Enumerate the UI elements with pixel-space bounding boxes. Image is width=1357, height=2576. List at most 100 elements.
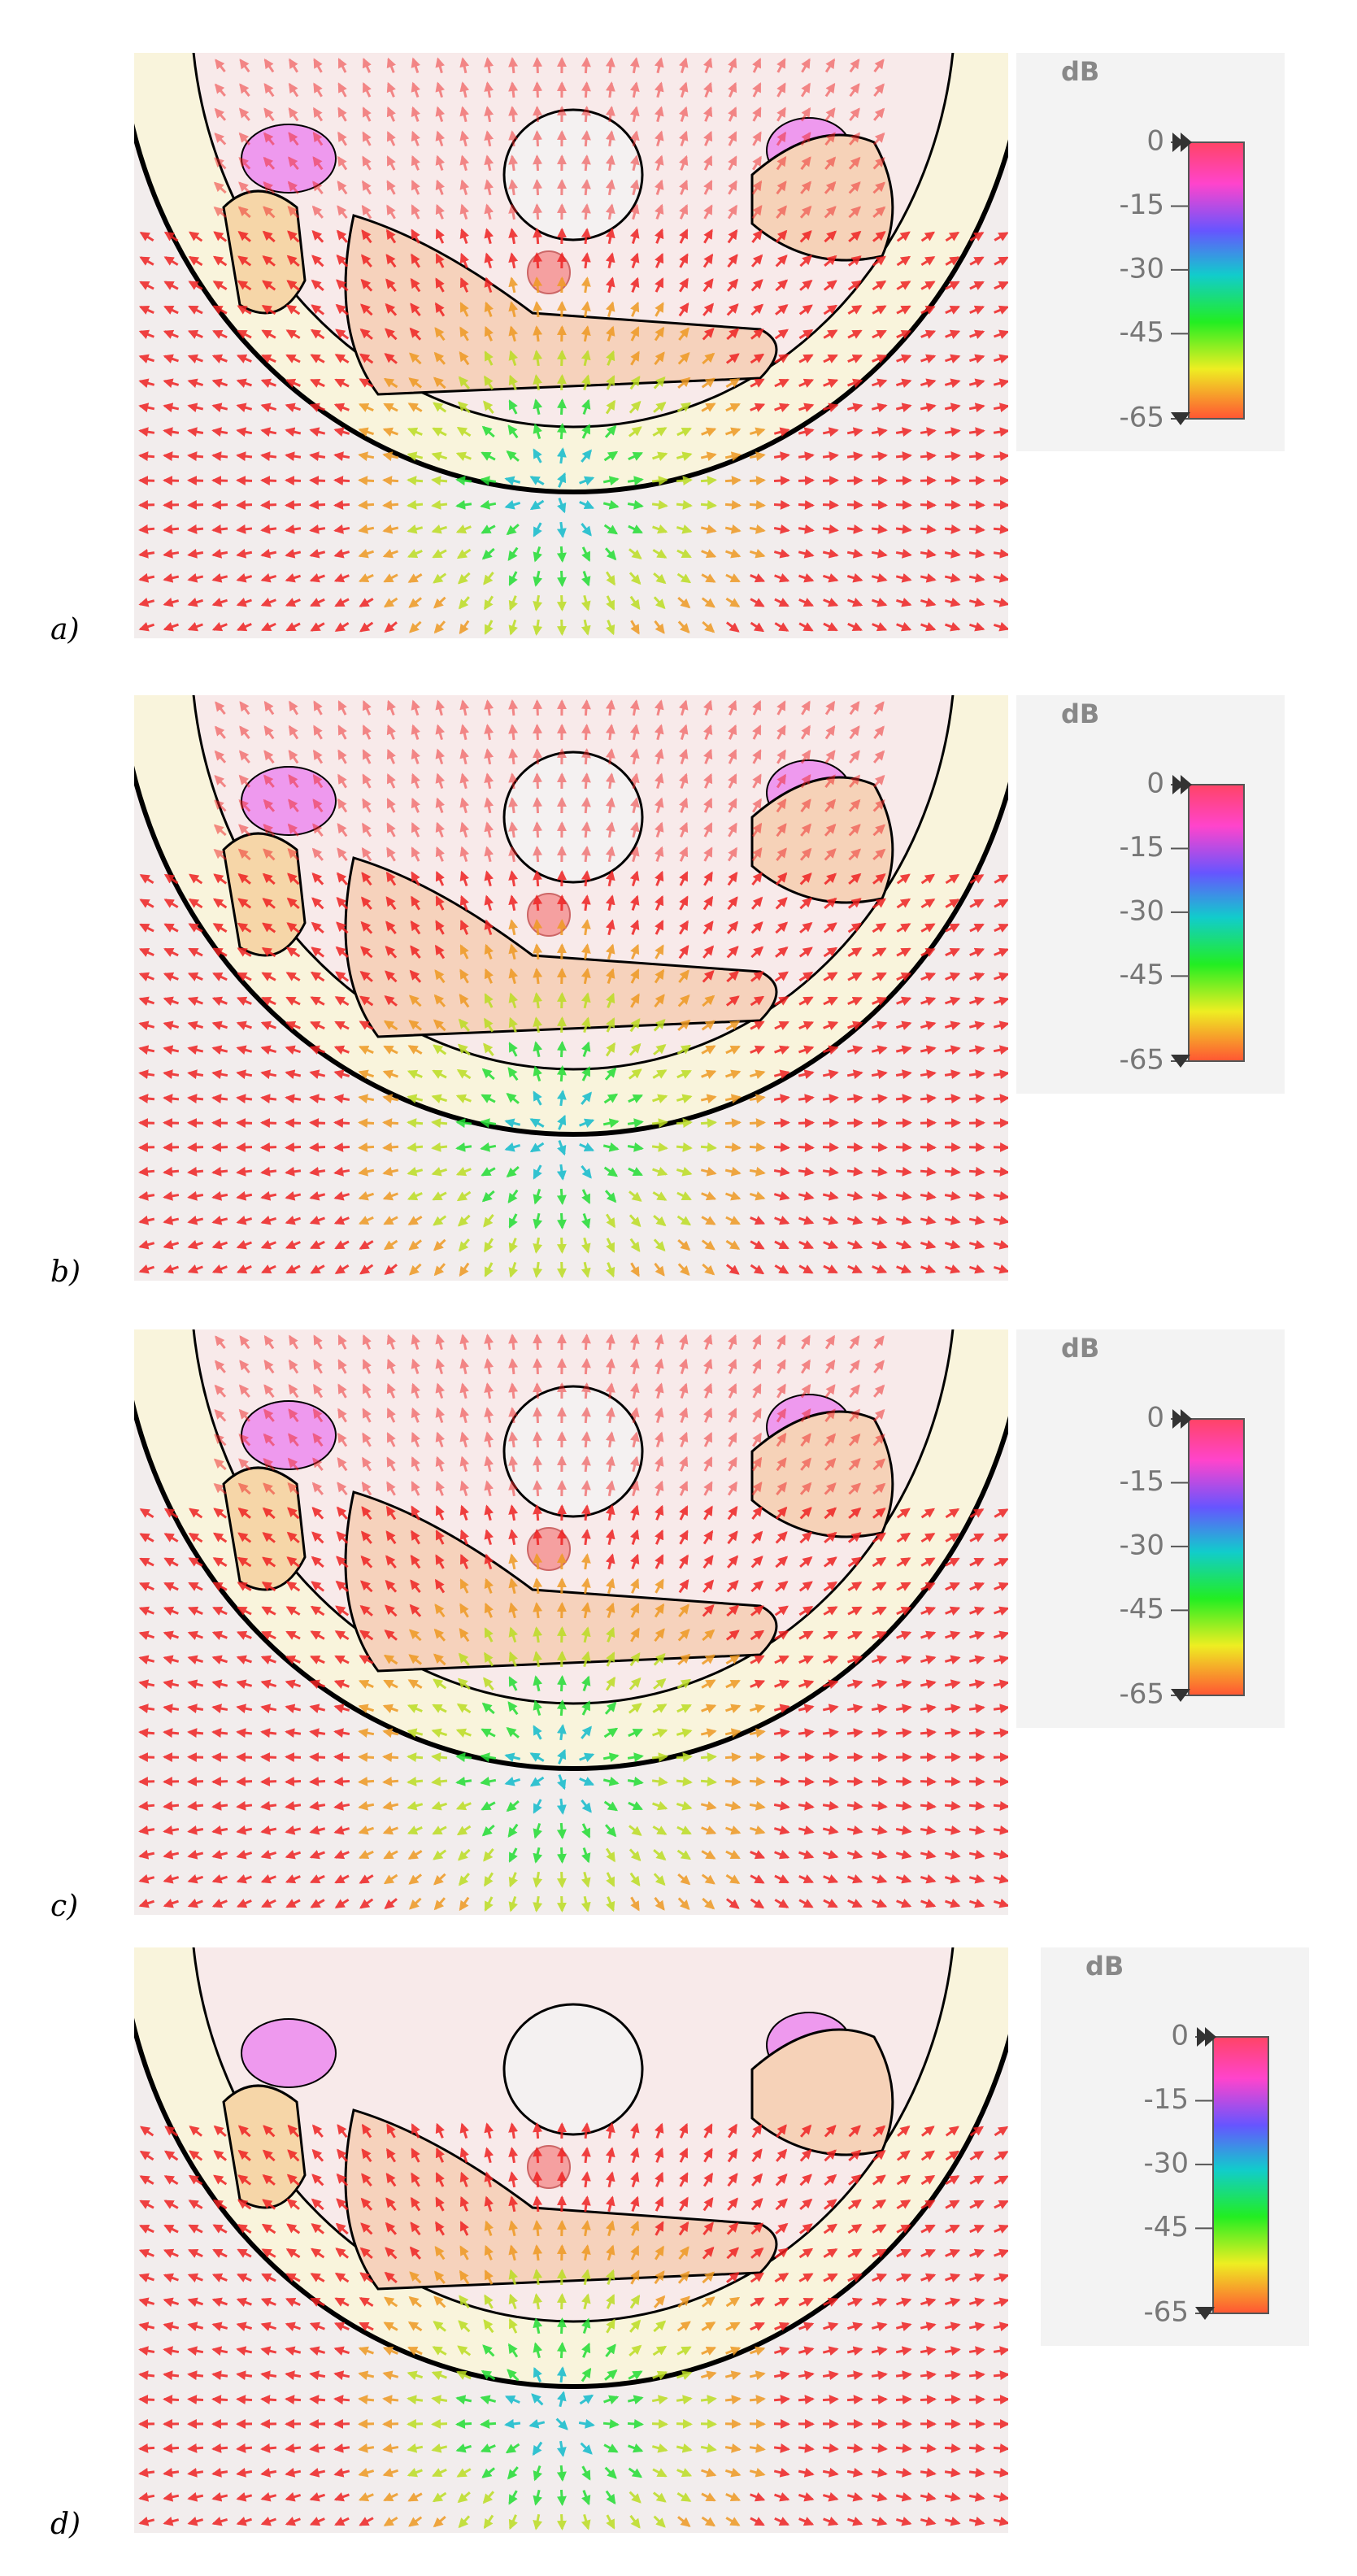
- field-arrow: [679, 130, 689, 146]
- field-arrow: [969, 305, 985, 315]
- field-arrow: [508, 301, 519, 318]
- field-arrow: [872, 206, 886, 219]
- field-arrow: [385, 328, 398, 341]
- field-arrow: [310, 329, 325, 340]
- field-arrow: [187, 354, 203, 363]
- field-arrow: [411, 204, 420, 220]
- field-arrow: [944, 1094, 961, 1104]
- field-arrow: [556, 1041, 567, 1058]
- field-arrow: [556, 992, 567, 1009]
- field-arrow: [629, 81, 640, 98]
- field-arrow: [533, 1382, 543, 1399]
- field-arrow: [410, 277, 421, 293]
- field-arrow: [236, 1752, 253, 1763]
- field-arrow: [359, 353, 374, 364]
- field-arrow: [261, 329, 276, 339]
- field-arrow: [508, 325, 519, 342]
- field-arrow: [458, 376, 470, 389]
- field-arrow: [187, 1094, 204, 1104]
- field-arrow: [236, 1142, 253, 1152]
- field-arrow: [895, 2443, 912, 2453]
- field-arrow: [920, 1752, 937, 1763]
- field-arrow: [260, 378, 276, 388]
- colorbar-tick-label: -45: [1119, 316, 1164, 349]
- field-arrow: [163, 256, 179, 266]
- field-arrow: [556, 1237, 567, 1254]
- field-arrow: [260, 2443, 277, 2453]
- field-arrow: [700, 1118, 717, 1129]
- field-arrow: [556, 2465, 567, 2482]
- field-arrow: [311, 205, 324, 219]
- field-arrow: [163, 281, 179, 290]
- field-arrow: [163, 1118, 180, 1129]
- field-arrow: [945, 256, 960, 266]
- field-arrow: [508, 374, 518, 390]
- field-arrow: [896, 305, 911, 315]
- field-arrow: [724, 2395, 742, 2405]
- field-arrow: [163, 1094, 180, 1104]
- field-arrow: [751, 229, 763, 244]
- field-arrow: [484, 325, 494, 342]
- field-arrow: [581, 699, 591, 716]
- field-arrow: [138, 1094, 155, 1104]
- field-arrow: [262, 280, 276, 291]
- field-arrow: [750, 378, 765, 388]
- field-arrow: [138, 354, 155, 364]
- field-arrow: [775, 255, 788, 268]
- field-arrow: [703, 57, 713, 73]
- field-arrow: [435, 253, 445, 268]
- field-arrow: [581, 350, 591, 367]
- field-arrow: [187, 402, 204, 413]
- field-arrow: [556, 1675, 567, 1692]
- field-arrow: [629, 106, 640, 123]
- field-arrow: [139, 231, 154, 242]
- field-arrow: [728, 180, 737, 195]
- field-arrow: [581, 374, 591, 391]
- vessel: [527, 893, 571, 937]
- field-arrow: [138, 1166, 155, 1177]
- field-arrow: [459, 228, 469, 244]
- field-arrow: [581, 179, 591, 196]
- field-arrow: [362, 82, 372, 98]
- field-arrow: [211, 1094, 228, 1104]
- field-arrow: [187, 499, 204, 510]
- field-arrow: [773, 1118, 790, 1129]
- field-arrow: [508, 106, 519, 123]
- field-arrow: [774, 354, 789, 363]
- field-arrow: [213, 181, 227, 194]
- field-arrow: [211, 499, 228, 510]
- field-arrow: [703, 180, 713, 195]
- field-arrow: [726, 328, 740, 341]
- field-arrow: [163, 1752, 180, 1763]
- colorbar-tick-label: -65: [1143, 2296, 1189, 2329]
- field-arrow: [581, 325, 591, 342]
- field-arrow: [824, 206, 837, 219]
- field-arrow: [261, 354, 276, 363]
- field-arrow: [163, 499, 180, 510]
- field-arrow: [385, 228, 397, 244]
- field-arrow: [968, 1166, 985, 1177]
- field-arrow: [629, 203, 640, 220]
- field-arrow: [651, 1752, 668, 1763]
- field-arrow: [411, 180, 420, 195]
- field-arrow: [288, 82, 299, 98]
- field-arrow: [776, 155, 787, 171]
- field-arrow: [556, 1699, 567, 1717]
- field-arrow: [386, 155, 396, 171]
- organ-left: [241, 2018, 337, 2088]
- field-arrow: [556, 546, 567, 563]
- field-arrow: [920, 524, 937, 534]
- field-arrow: [480, 2418, 497, 2429]
- field-arrow: [556, 350, 567, 367]
- field-arrow: [872, 354, 888, 363]
- field-arrow: [383, 377, 398, 389]
- field-arrow: [236, 1728, 253, 1738]
- colorbar-tick-label: -15: [1143, 2083, 1189, 2116]
- field-arrow: [824, 181, 837, 194]
- field-arrow: [431, 499, 448, 510]
- field-arrow: [337, 131, 347, 146]
- field-arrow: [484, 130, 494, 147]
- field-arrow: [969, 232, 985, 242]
- field-arrow: [533, 1358, 543, 1375]
- field-arrow: [215, 59, 226, 72]
